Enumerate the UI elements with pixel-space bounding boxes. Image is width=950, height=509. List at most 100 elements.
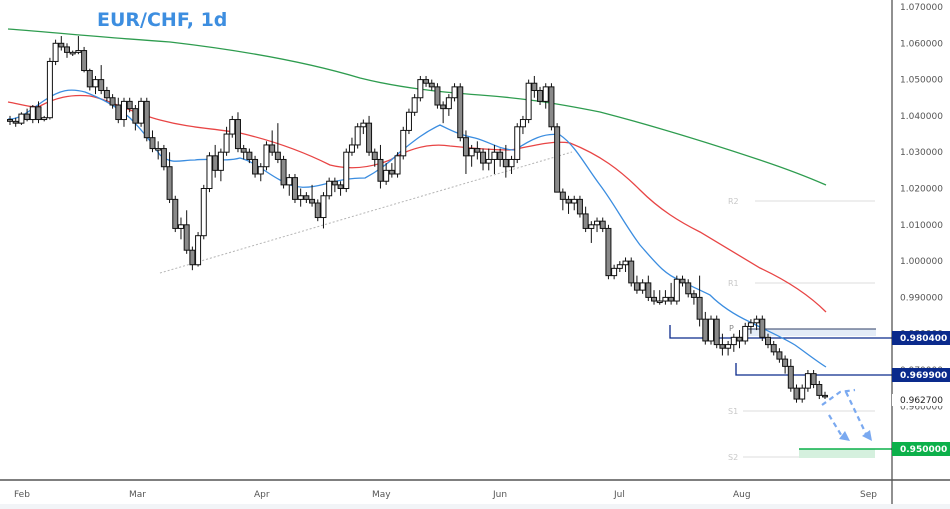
candle-body (514, 126, 521, 160)
candle-body (548, 86, 555, 128)
candle-body (354, 126, 361, 146)
candle-body (58, 42, 65, 48)
candle-body (18, 113, 25, 124)
candle-body (651, 296, 658, 302)
candle-body (639, 282, 646, 291)
candle-body (63, 46, 70, 53)
candle-body (462, 137, 469, 157)
candle-body (92, 79, 99, 88)
candle-body (331, 180, 338, 186)
candle-body (822, 394, 828, 398)
arrow-path-up (821, 388, 856, 406)
candle-body (576, 198, 583, 215)
candle-body (98, 79, 105, 91)
candle-body (269, 144, 276, 153)
candle-body (212, 155, 219, 171)
resistance-line-0969[interactable] (735, 363, 892, 376)
candle-body (166, 166, 173, 200)
candle-body (109, 97, 116, 106)
candle-body (542, 86, 549, 102)
pivot-r2-label: R2 (728, 197, 739, 206)
candle-body (588, 224, 595, 229)
candle-body (400, 129, 407, 157)
price-tick-label: 1.070000 (900, 3, 943, 13)
candle-body (594, 220, 601, 226)
candle-body (24, 113, 31, 121)
candle-body (736, 336, 743, 342)
candle-body (234, 119, 241, 150)
month-mar: Mar (129, 490, 146, 500)
arrow-shaft-1 (828, 414, 844, 439)
candle-body (708, 318, 715, 342)
candle-body (668, 296, 675, 302)
price-tick-label: 1.020000 (900, 185, 943, 195)
candle-body (189, 249, 196, 266)
candle-body (12, 120, 19, 124)
candle-body (303, 195, 310, 200)
candle-body (491, 151, 498, 160)
candle-body (52, 42, 59, 62)
candle-body (571, 198, 578, 204)
candle-body (457, 86, 464, 139)
candle-body (160, 148, 167, 168)
candle-body (274, 151, 281, 160)
time-axis[interactable]: Feb Mar Apr May Jun Jul Aug Sep (0, 479, 950, 509)
price-axis[interactable]: 1.070000 1.060000 1.050000 1.040000 1.030000… (891, 0, 950, 509)
candle-body (690, 293, 697, 298)
arrow-head-2-icon (862, 430, 872, 441)
candle-body (582, 213, 589, 229)
candle-body (685, 282, 692, 295)
candle-body (434, 86, 441, 106)
price-tick-label: 0.990000 (900, 293, 943, 303)
candle-body (485, 158, 492, 164)
month-feb: Feb (14, 490, 30, 500)
candle-body (793, 387, 800, 400)
price-tick-label: 1.000000 (900, 257, 943, 267)
candle-body (673, 278, 680, 302)
resistance-line-0980[interactable] (669, 325, 892, 339)
candle-body (120, 100, 127, 121)
candle-body (155, 148, 162, 151)
month-apr: Apr (254, 490, 270, 500)
candle-body (719, 344, 726, 349)
candle-body (69, 51, 76, 55)
candle-body (195, 235, 202, 266)
candle-body (519, 119, 526, 128)
candle-body (75, 50, 82, 53)
candle-body (103, 89, 110, 99)
candle-body (730, 336, 737, 346)
candle-body (383, 169, 390, 182)
candle-body (263, 144, 270, 168)
candle-body (445, 97, 452, 110)
candle-body (377, 158, 384, 182)
candle-body (440, 104, 447, 110)
candle-body (662, 296, 669, 302)
candle-body (337, 184, 344, 189)
candle-body (252, 158, 259, 175)
price-tick-label: 1.060000 (900, 39, 943, 49)
tag-current-bg (892, 394, 950, 406)
candle-body (297, 195, 304, 200)
pivot-p-label: P (729, 324, 734, 333)
candle-body (423, 79, 430, 84)
candle-body (679, 278, 686, 284)
candle-body (149, 137, 156, 150)
candle-body (497, 151, 504, 160)
tag-resistance-1: 0.980400 (900, 334, 947, 344)
dotted-trendline[interactable] (159, 151, 573, 274)
candle-body (138, 100, 145, 124)
candle-body (554, 126, 561, 193)
candle-body (656, 300, 663, 304)
price-tick-label: 1.010000 (900, 221, 943, 231)
candle-body (559, 191, 566, 200)
pivot-p-zone (743, 329, 876, 336)
candle-body (257, 166, 264, 175)
candle-body (531, 82, 538, 91)
candle-body (246, 151, 253, 160)
candle-body (366, 122, 373, 153)
candle-body (799, 387, 806, 400)
candle-body (326, 180, 333, 197)
tag-0980-bg (892, 331, 950, 345)
